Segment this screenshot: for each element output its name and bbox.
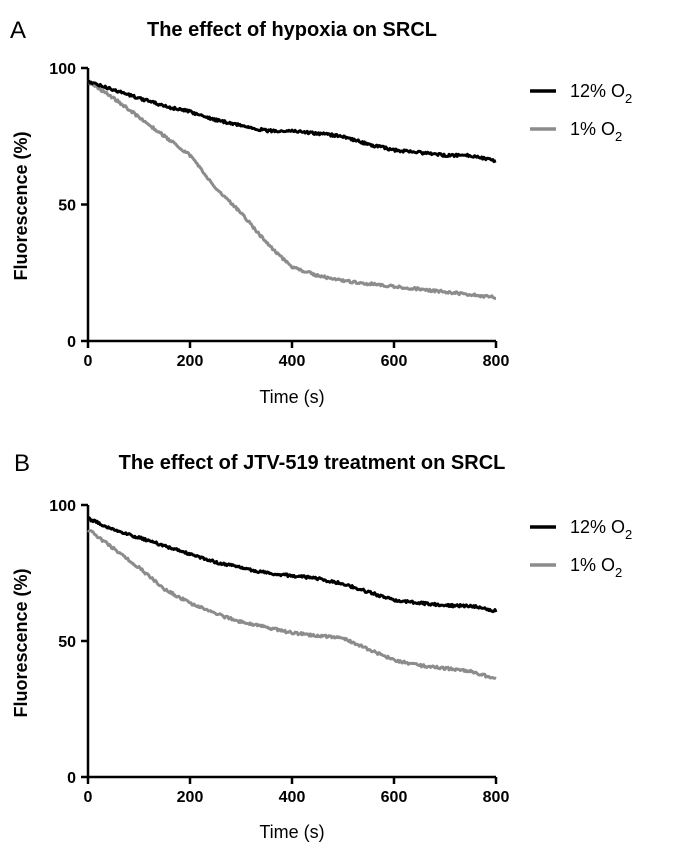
- series-line-12pct-o2: [86, 79, 497, 164]
- y-tick-label: 0: [67, 770, 76, 787]
- x-tick-label: 200: [177, 353, 204, 370]
- lines-b: [86, 516, 498, 680]
- x-tick-label: 0: [84, 353, 93, 370]
- x-tick-label: 0: [84, 789, 93, 806]
- x-tick-label: 600: [381, 789, 408, 806]
- y-tick-label: 0: [67, 334, 76, 351]
- axes-a: [86, 68, 496, 343]
- x-axis-label-b: Time (s): [259, 822, 324, 842]
- chart-title-b: The effect of JTV-519 treatment on SRCL: [119, 452, 506, 474]
- panel-letter-b: B: [14, 450, 30, 477]
- lines-a: [86, 79, 497, 300]
- legend-label: 12% O2: [570, 517, 632, 542]
- legend-label-subscript: 2: [615, 129, 622, 144]
- legend-b: 12% O21% O2: [530, 517, 632, 580]
- panel-b: B The effect of JTV-519 treatment on SRC…: [11, 450, 632, 842]
- legend-label-text: 1% O: [570, 555, 615, 575]
- legend-label: 1% O2: [570, 555, 622, 580]
- ticks-b: 0 200 400 600 800 0 50 100: [49, 498, 509, 806]
- legend-label-subscript: 2: [615, 565, 622, 580]
- x-tick-label: 400: [279, 789, 306, 806]
- y-tick-label: 100: [49, 61, 76, 78]
- x-tick-label: 800: [483, 353, 510, 370]
- x-tick-label: 800: [483, 789, 510, 806]
- legend-label-text: 1% O: [570, 119, 615, 139]
- legend-a: 12% O21% O2: [530, 81, 632, 144]
- ticks-a: 0 200 400 600 800 0 50 100: [49, 61, 509, 370]
- series-line-1pct-o2: [86, 529, 497, 680]
- legend-label: 12% O2: [570, 81, 632, 106]
- legend-label-subscript: 2: [625, 91, 632, 106]
- y-axis-label-a: Fluorescence (%): [11, 131, 31, 280]
- axes-b: [86, 505, 496, 779]
- x-axis-label-a: Time (s): [259, 387, 324, 407]
- series-line-12pct-o2: [86, 516, 498, 614]
- series-line-1pct-o2: [86, 79, 497, 300]
- legend-label: 1% O2: [570, 119, 622, 144]
- y-axis-label-b: Fluorescence (%): [11, 568, 31, 717]
- y-tick-label: 50: [58, 198, 76, 215]
- x-tick-label: 200: [177, 789, 204, 806]
- chart-title-a: The effect of hypoxia on SRCL: [147, 19, 437, 41]
- legend-label-text: 12% O: [570, 81, 625, 101]
- panel-letter-a: A: [10, 17, 26, 44]
- panel-a: A The effect of hypoxia on SRCL Fluoresc…: [10, 17, 632, 407]
- x-tick-label: 400: [279, 353, 306, 370]
- y-tick-label: 50: [58, 634, 76, 651]
- legend-label-text: 12% O: [570, 517, 625, 537]
- y-tick-label: 100: [49, 498, 76, 515]
- x-tick-label: 600: [381, 353, 408, 370]
- legend-label-subscript: 2: [625, 527, 632, 542]
